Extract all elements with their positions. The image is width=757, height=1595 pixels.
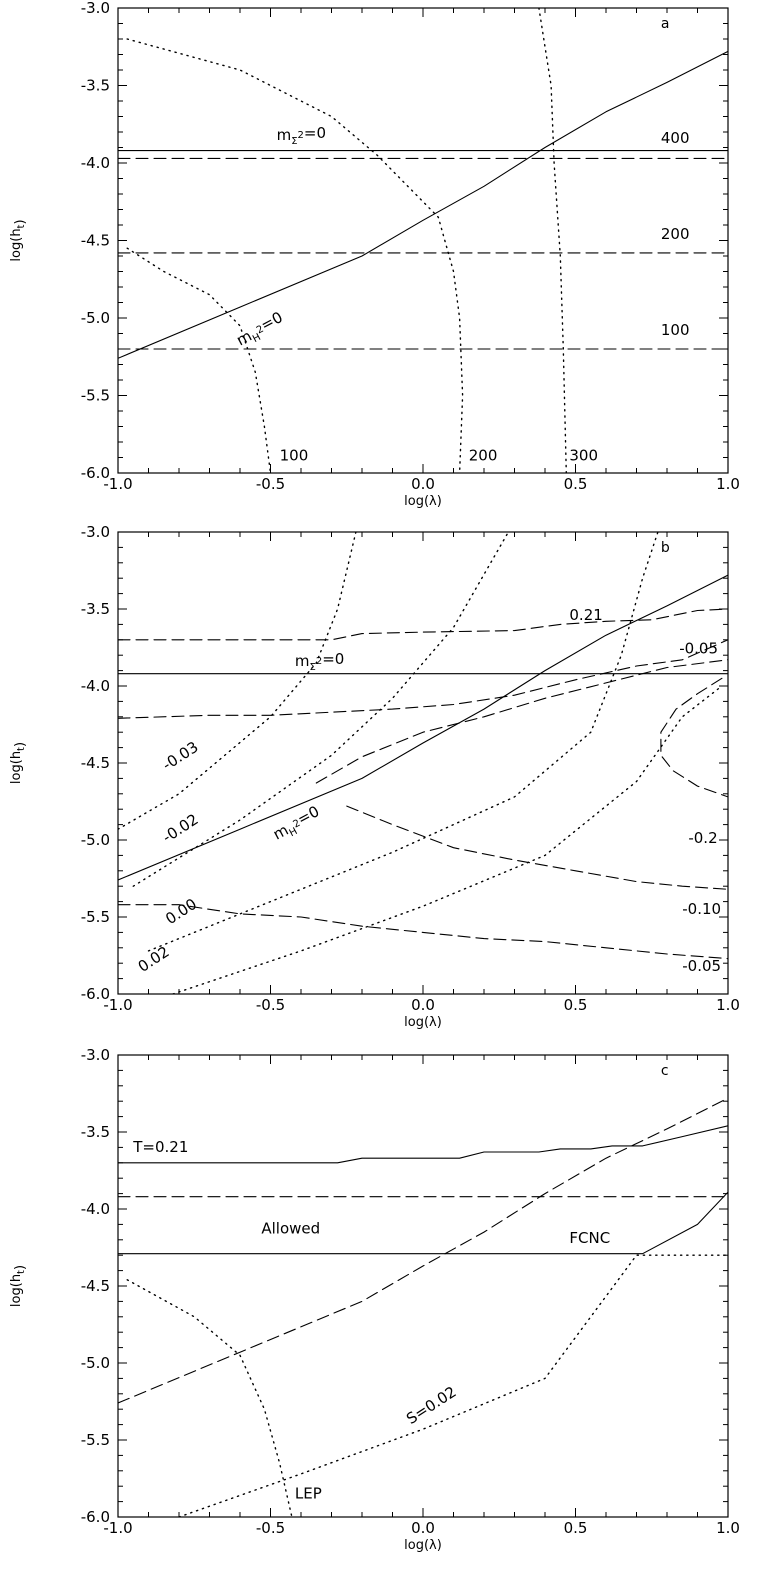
y-tick-label: -5.5 xyxy=(81,908,110,926)
y-tick-label: -5.0 xyxy=(81,1354,110,1372)
series-line-dashed xyxy=(315,659,728,784)
curve-annotation: -0.2 xyxy=(688,829,717,847)
x-tick-label: 1.0 xyxy=(716,1519,740,1537)
curve-annotation: 100 xyxy=(661,321,690,339)
y-tick-label: -3.0 xyxy=(81,1046,110,1064)
y-tick-label: -3.0 xyxy=(81,523,110,541)
y-tick-label: -5.5 xyxy=(81,387,110,405)
x-axis-label: log(λ) xyxy=(404,1538,442,1553)
x-tick-label: -0.5 xyxy=(256,996,285,1014)
curve-annotation: 200 xyxy=(469,447,498,465)
curve-annotation: mH2=0 xyxy=(269,802,325,846)
x-tick-label: 0.0 xyxy=(411,1519,435,1537)
curve-annotation: 200 xyxy=(661,225,690,243)
y-tick-label: -3.5 xyxy=(81,1123,110,1141)
series-line-dashed xyxy=(660,677,728,798)
curve-annotation: 300 xyxy=(569,447,598,465)
series-line-dashed xyxy=(346,805,728,890)
series-line-solid xyxy=(118,50,728,359)
curve-annotation: 0.02 xyxy=(135,943,173,976)
panel-label: c xyxy=(661,1063,669,1079)
chart-panel-b: -1.0 -0.5 0.0 0.5 1.0 -3.0 -3.5 -4.0 -4.5 -5.0 -5.… xyxy=(9,523,740,1030)
y-tick-label: -6.0 xyxy=(81,1508,110,1526)
series-line-solid xyxy=(118,1125,728,1164)
y-tick-label: -4.0 xyxy=(81,677,110,695)
series-line-dashed xyxy=(118,904,728,960)
x-tick-label: 1.0 xyxy=(716,475,740,493)
series-line-dotted xyxy=(126,247,272,473)
x-tick-label: 0.0 xyxy=(411,996,435,1014)
curve-annotation: -0.05 xyxy=(679,640,718,658)
y-tick-label: -4.5 xyxy=(81,232,110,250)
series-line-dotted xyxy=(147,532,659,952)
curve-annotation: mH2=0 xyxy=(232,308,288,352)
chart-panel-c: -1.0 -0.5 0.0 0.5 1.0 -3.0 -3.5 -4.0 -4.5 -5.0 -5.… xyxy=(9,1046,740,1553)
y-axis-label: log(ht) xyxy=(9,1265,28,1307)
series-line-dotted xyxy=(538,8,567,473)
curve-annotation: Allowed xyxy=(261,1220,320,1238)
y-tick-label: -5.5 xyxy=(81,1431,110,1449)
series-line-dashed xyxy=(118,1097,728,1404)
series-line-solid xyxy=(118,574,728,881)
curve-annotation: 0.21 xyxy=(569,606,602,624)
series-line-dotted xyxy=(126,38,464,473)
x-tick-label: -1.0 xyxy=(103,475,132,493)
curve-annotation: -0.02 xyxy=(159,810,201,846)
curve-annotation: mΣ2=0 xyxy=(277,124,326,147)
y-axis-label: log(ht) xyxy=(9,742,28,784)
curve-annotation: mΣ2=0 xyxy=(295,650,344,673)
y-tick-label: -4.5 xyxy=(81,1277,110,1295)
chart-panel-a: -1.0 -0.5 0.0 0.5 1.0 -3.0 -3.5 -4.0 -4.5 -5.0 -5.… xyxy=(9,0,740,509)
curve-annotation: -0.03 xyxy=(159,738,201,774)
series-line-dotted xyxy=(132,532,510,887)
y-tick-label: -3.5 xyxy=(81,600,110,618)
x-tick-label: -1.0 xyxy=(103,1519,132,1537)
y-tick-label: -3.5 xyxy=(81,77,110,95)
series-line-dashed xyxy=(118,608,728,641)
series-line-dotted xyxy=(118,532,357,830)
x-tick-label: 0.5 xyxy=(564,1519,588,1537)
curve-annotation: FCNC xyxy=(569,1229,610,1247)
series-line-solid xyxy=(118,1191,728,1255)
y-tick-label: -3.0 xyxy=(81,0,110,17)
plot-frame xyxy=(117,531,729,995)
x-tick-label: 0.0 xyxy=(411,475,435,493)
y-tick-label: -4.0 xyxy=(81,154,110,172)
x-tick-label: -0.5 xyxy=(256,475,285,493)
curve-annotation: 0.00 xyxy=(162,895,200,928)
plot-frame xyxy=(117,7,729,474)
panel-label: a xyxy=(661,16,670,32)
y-tick-label: -6.0 xyxy=(81,985,110,1003)
x-tick-label: 1.0 xyxy=(716,996,740,1014)
curve-annotation: -0.10 xyxy=(682,900,721,918)
y-tick-label: -4.0 xyxy=(81,1200,110,1218)
x-tick-label: -1.0 xyxy=(103,996,132,1014)
panel-label: b xyxy=(661,540,670,556)
y-tick-label: -5.0 xyxy=(81,831,110,849)
y-tick-label: -6.0 xyxy=(81,464,110,482)
y-tick-label: -5.0 xyxy=(81,309,110,327)
x-axis-label: log(λ) xyxy=(404,1015,442,1030)
x-tick-label: 0.5 xyxy=(564,996,588,1014)
series-line-dotted xyxy=(172,685,723,994)
x-axis-label: log(λ) xyxy=(404,494,442,509)
plot-frame xyxy=(117,1054,729,1518)
y-tick-label: -4.5 xyxy=(81,754,110,772)
series-line-dotted xyxy=(126,1279,293,1517)
curve-annotation: LEP xyxy=(295,1485,322,1503)
x-tick-label: -0.5 xyxy=(256,1519,285,1537)
curve-annotation: -0.05 xyxy=(682,957,721,975)
x-tick-label: 0.5 xyxy=(564,475,588,493)
curve-annotation: 400 xyxy=(661,129,690,147)
curve-annotation: T=0.21 xyxy=(132,1138,188,1156)
series-line-dashed xyxy=(118,639,728,719)
curve-annotation: S=0.02 xyxy=(403,1383,459,1428)
curve-annotation: 100 xyxy=(280,447,309,465)
y-axis-label: log(ht) xyxy=(9,219,28,261)
series-line-dotted xyxy=(178,1254,728,1517)
